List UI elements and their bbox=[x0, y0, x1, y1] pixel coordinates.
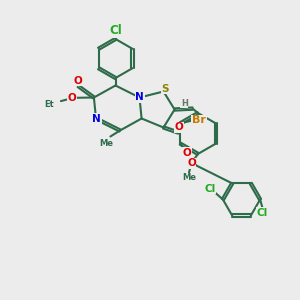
Text: Br: Br bbox=[192, 115, 206, 125]
Text: O: O bbox=[174, 122, 183, 133]
Text: Et: Et bbox=[44, 100, 54, 109]
Text: N: N bbox=[135, 92, 144, 103]
Text: N: N bbox=[92, 114, 101, 124]
Text: H: H bbox=[181, 98, 188, 107]
Text: O: O bbox=[183, 148, 191, 158]
Text: Cl: Cl bbox=[204, 184, 215, 194]
Text: Me: Me bbox=[182, 173, 196, 182]
Text: O: O bbox=[73, 76, 82, 86]
Text: Cl: Cl bbox=[257, 208, 268, 218]
Text: O: O bbox=[187, 158, 196, 169]
Text: O: O bbox=[68, 93, 77, 103]
Text: Me: Me bbox=[99, 139, 113, 148]
Text: Cl: Cl bbox=[109, 24, 122, 37]
Text: S: S bbox=[161, 83, 169, 94]
